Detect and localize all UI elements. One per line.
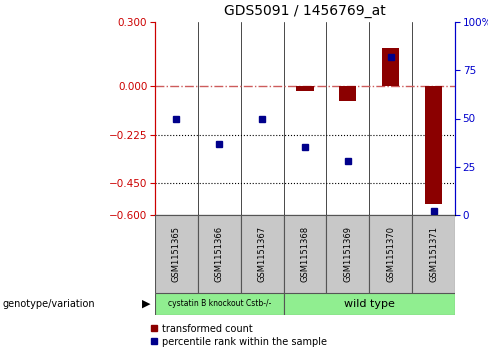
Text: cystatin B knockout Cstb-/-: cystatin B knockout Cstb-/- — [167, 299, 271, 309]
Text: GSM1151368: GSM1151368 — [301, 226, 309, 282]
Bar — [241, 215, 284, 293]
Bar — [326, 215, 369, 293]
Bar — [155, 215, 198, 293]
Text: ▶: ▶ — [142, 299, 150, 309]
Legend: transformed count, percentile rank within the sample: transformed count, percentile rank withi… — [150, 324, 327, 347]
Text: GSM1151367: GSM1151367 — [258, 226, 266, 282]
Bar — [369, 215, 412, 293]
Bar — [284, 215, 326, 293]
Bar — [284, 293, 455, 315]
Text: wild type: wild type — [344, 299, 395, 309]
Bar — [155, 293, 284, 315]
Text: GSM1151365: GSM1151365 — [172, 226, 181, 282]
Bar — [296, 86, 314, 91]
Text: GSM1151366: GSM1151366 — [215, 226, 224, 282]
Bar — [198, 215, 241, 293]
Bar — [425, 86, 442, 204]
Bar — [382, 48, 399, 86]
Bar — [412, 215, 455, 293]
Bar — [339, 86, 356, 101]
Text: GSM1151369: GSM1151369 — [344, 226, 352, 282]
Text: GSM1151371: GSM1151371 — [429, 226, 438, 282]
Title: GDS5091 / 1456769_at: GDS5091 / 1456769_at — [224, 4, 386, 18]
Text: GSM1151370: GSM1151370 — [386, 226, 395, 282]
Text: genotype/variation: genotype/variation — [2, 299, 95, 309]
